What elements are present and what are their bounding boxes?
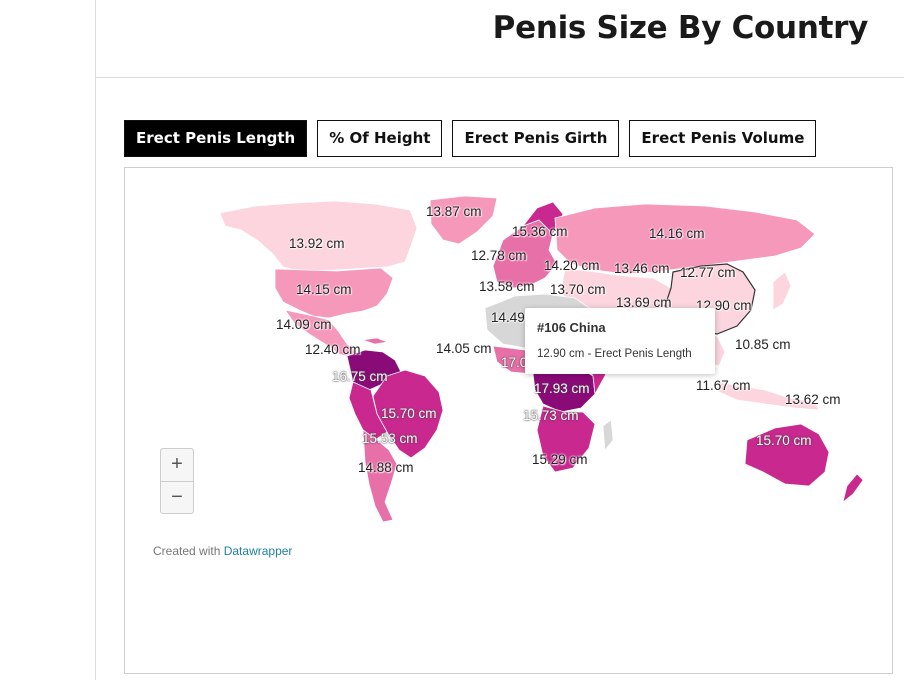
map-value-label: 15.73 cm <box>523 408 579 423</box>
map-value-label: 13.69 cm <box>616 295 672 310</box>
credit-line: Created with Datawrapper <box>153 544 292 558</box>
zoom-controls: + − <box>160 448 194 514</box>
metric-tabs: Erect Penis Length % Of Height Erect Pen… <box>124 120 826 157</box>
map-value-label: 13.46 cm <box>614 261 670 276</box>
map-value-label: 15.53 cm <box>362 431 418 446</box>
map-value-label: 14.20 cm <box>544 258 600 273</box>
country-tooltip: #106 China 12.90 cm - Erect Penis Length <box>525 308 715 374</box>
region-japan[interactable] <box>772 271 792 311</box>
map-value-label: 14.88 cm <box>358 460 414 475</box>
map-value-label: 15.36 cm <box>512 224 568 239</box>
left-divider <box>95 0 96 680</box>
region-canada[interactable] <box>219 200 418 273</box>
map-value-label: 12.40 cm <box>305 342 361 357</box>
tab-erect-penis-girth[interactable]: Erect Penis Girth <box>452 120 620 157</box>
map-value-label: 10.85 cm <box>735 337 791 352</box>
map-value-label: 14.09 cm <box>276 317 332 332</box>
map-value-label: 14.16 cm <box>649 226 705 241</box>
credit-prefix: Created with <box>153 544 221 558</box>
map-value-label: 14.05 cm <box>436 341 492 356</box>
tooltip-title: #106 China <box>537 320 606 335</box>
map-value-label: 15.70 cm <box>381 406 437 421</box>
region-new-zealand[interactable] <box>842 473 864 503</box>
zoom-in-button[interactable]: + <box>171 453 183 475</box>
region-russia[interactable] <box>554 203 816 275</box>
tab-erect-penis-length[interactable]: Erect Penis Length <box>124 120 308 157</box>
tab-percent-of-height[interactable]: % Of Height <box>317 120 443 157</box>
map-value-label: 16.75 cm <box>332 369 388 384</box>
region-caribbean[interactable] <box>362 337 389 345</box>
page-title: Penis Size By Country <box>492 10 869 46</box>
region-greenland[interactable] <box>429 195 498 245</box>
tooltip-body: 12.90 cm - Erect Penis Length <box>537 348 692 360</box>
region-madagascar[interactable] <box>602 419 614 451</box>
tab-erect-penis-volume[interactable]: Erect Penis Volume <box>629 120 817 157</box>
zoom-out-button[interactable]: − <box>161 481 193 514</box>
map-container: 13.87 cm 13.92 cm 15.36 cm 14.16 cm 12.78 cm… <box>124 167 893 674</box>
region-southern-africa[interactable] <box>536 405 596 473</box>
map-value-label: 15.29 cm <box>532 452 588 467</box>
map-value-label: 13.87 cm <box>426 204 482 219</box>
region-usa[interactable] <box>274 267 394 319</box>
map-value-label: 12.78 cm <box>471 248 527 263</box>
map-value-label: 13.70 cm <box>550 282 606 297</box>
page-header: Penis Size By Country <box>96 0 904 78</box>
map-value-label: 13.58 cm <box>479 279 535 294</box>
region-scandinavia[interactable] <box>521 201 564 235</box>
map-value-label: 14.15 cm <box>296 282 352 297</box>
map-value-label: 17.93 cm <box>534 381 590 396</box>
map-value-label: 12.77 cm <box>680 265 736 280</box>
region-indonesia[interactable] <box>716 381 820 411</box>
datawrapper-link[interactable]: Datawrapper <box>223 544 293 558</box>
region-australia[interactable] <box>744 423 830 487</box>
map-value-label: 11.67 cm <box>696 378 751 393</box>
map-value-label: 13.62 cm <box>785 392 841 407</box>
world-map[interactable] <box>125 168 892 673</box>
map-value-label: 17.0 <box>501 355 528 370</box>
map-value-label: 14.49 <box>491 310 525 325</box>
map-value-label: 13.92 cm <box>289 236 345 251</box>
region-argentina[interactable] <box>362 429 398 523</box>
map-value-label: 15.70 cm <box>756 433 812 448</box>
